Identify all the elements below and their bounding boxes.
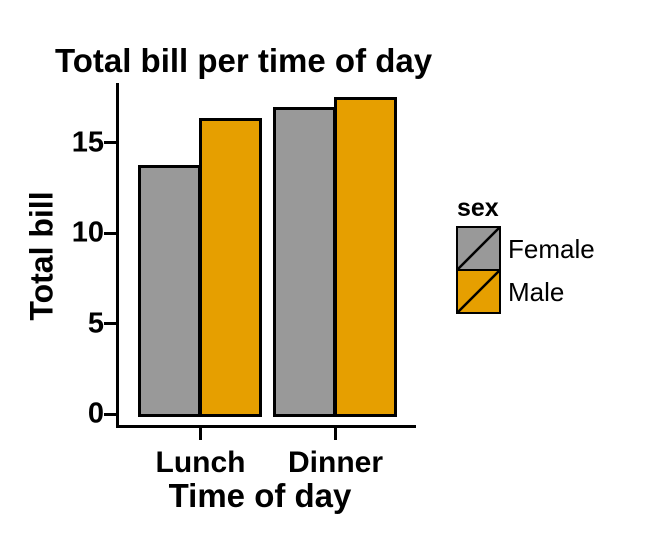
diagonal-slash-icon — [458, 271, 499, 312]
bar-dinner-male — [334, 96, 397, 417]
y-axis-line — [116, 83, 119, 428]
diagonal-slash-icon — [458, 228, 499, 269]
y-tick-15 — [104, 141, 117, 145]
legend-swatch-female — [456, 226, 501, 271]
y-tick-label-15: 15 — [71, 126, 104, 159]
x-tick-label-lunch: Lunch — [155, 446, 246, 479]
bar-lunch-female — [137, 165, 201, 417]
legend-title: sex — [457, 194, 499, 222]
x-tick-dinner — [334, 428, 337, 440]
y-tick-label-0: 0 — [87, 397, 104, 430]
bar-dinner-female — [272, 107, 336, 417]
x-axis-line — [116, 425, 416, 428]
legend-swatch-male — [456, 269, 501, 314]
bar-lunch-male — [199, 118, 262, 417]
y-tick-10 — [104, 231, 117, 235]
x-axis-title: Time of day — [168, 477, 352, 514]
y-axis-title: Total bill — [23, 191, 60, 321]
legend-label-female: Female — [508, 233, 595, 264]
x-tick-label-dinner: Dinner — [287, 446, 384, 479]
y-tick-0 — [104, 412, 117, 416]
x-tick-lunch — [199, 428, 202, 440]
y-tick-5 — [104, 322, 117, 326]
y-tick-label-5: 5 — [87, 307, 104, 340]
chart-title: Total bill per time of day — [55, 42, 433, 79]
y-tick-label-10: 10 — [71, 216, 104, 249]
legend-label-male: Male — [508, 276, 565, 307]
